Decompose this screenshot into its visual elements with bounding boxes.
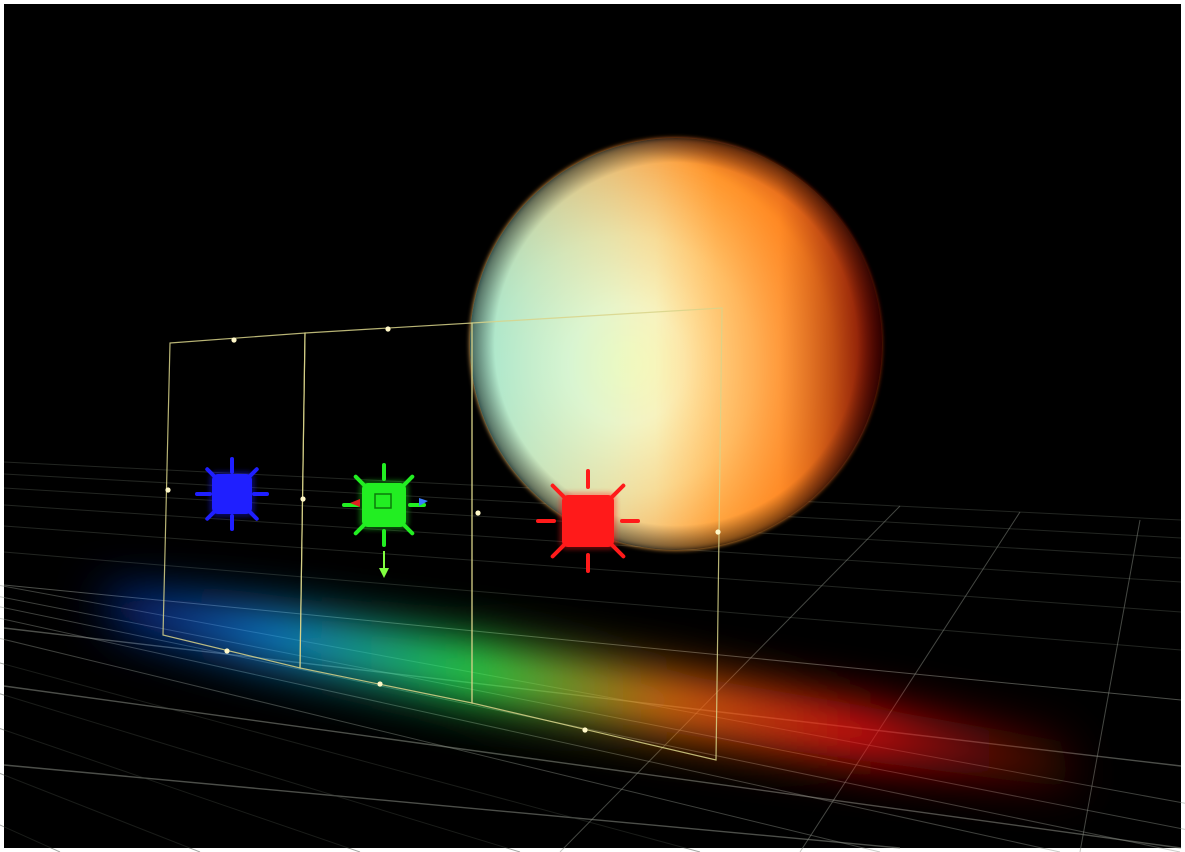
grid-line: [559, 505, 901, 852]
grid-line: [0, 637, 881, 852]
rig-handle[interactable]: [224, 648, 230, 654]
sun-icon[interactable]: [362, 483, 406, 527]
selection-marker: [374, 493, 392, 509]
red-light-gizmo[interactable]: [536, 469, 640, 573]
grid-line: [0, 728, 361, 852]
rig-handle[interactable]: [582, 727, 588, 733]
light-gizmos[interactable]: [195, 457, 640, 578]
grid-line: [3, 551, 1182, 651]
grid-line: [1079, 519, 1141, 852]
grid-line: [3, 525, 1182, 613]
grid-line: [0, 617, 1061, 852]
sun-ray: [610, 483, 626, 499]
blue-light-gizmo[interactable]: [195, 457, 269, 531]
rig-handle[interactable]: [377, 681, 383, 687]
rig-handle[interactable]: [300, 496, 306, 502]
grid-line: [3, 764, 901, 849]
sun-icon[interactable]: [562, 495, 614, 547]
sun-icon[interactable]: [212, 474, 252, 514]
grid-line: [3, 685, 1182, 849]
x-axis-handle[interactable]: [350, 499, 360, 507]
z-axis-handle[interactable]: [379, 568, 389, 578]
sun-ray: [550, 483, 566, 499]
y-axis-handle[interactable]: [419, 498, 428, 506]
grid-line: [0, 772, 201, 852]
area-light-rig[interactable]: [162, 307, 723, 761]
sun-ray: [610, 543, 626, 559]
area-light-panel-3[interactable]: [471, 307, 723, 761]
grid-line: [0, 693, 521, 852]
green-light-gizmo[interactable]: [342, 463, 428, 578]
sun-ray: [550, 543, 566, 559]
grid-line: [0, 606, 1181, 852]
rig-handle[interactable]: [165, 487, 171, 493]
sphere-mesh[interactable]: [470, 138, 882, 550]
rig-handle[interactable]: [385, 326, 391, 332]
rig-handle[interactable]: [715, 529, 721, 535]
rig-handle[interactable]: [231, 337, 237, 343]
rig-handle[interactable]: [475, 510, 481, 516]
grid-line: [799, 511, 1021, 852]
floor-light-spill: [100, 590, 1080, 790]
grid-line: [0, 662, 701, 852]
